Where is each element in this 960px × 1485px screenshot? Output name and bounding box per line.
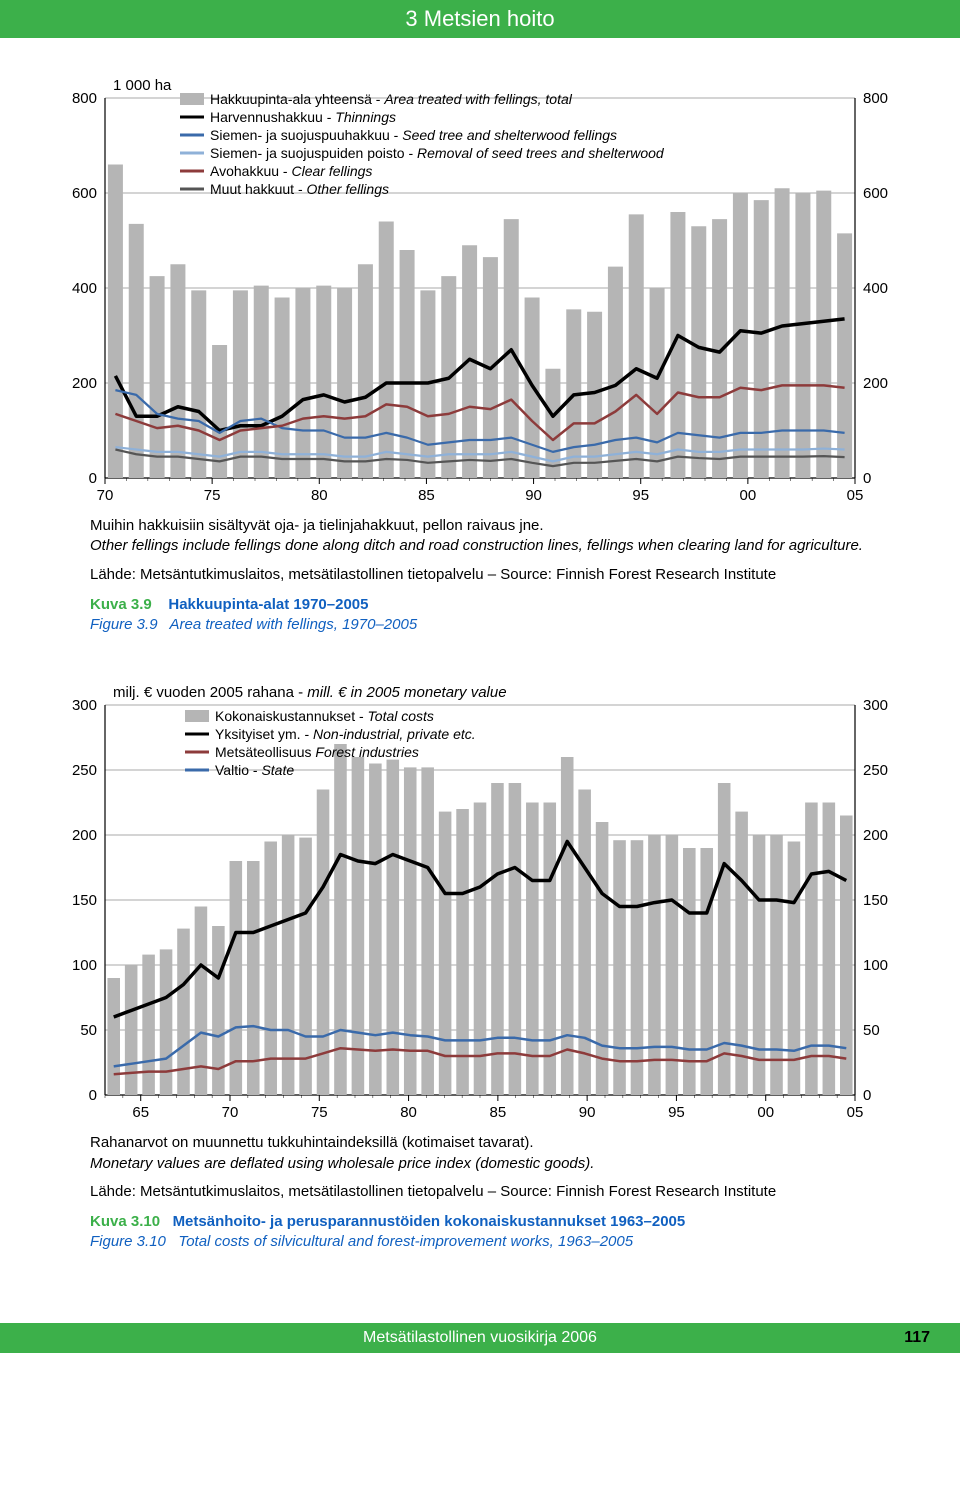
header-title: 3 Metsien hoito xyxy=(405,6,554,31)
svg-text:150: 150 xyxy=(863,892,888,909)
svg-text:Valtio - State: Valtio - State xyxy=(215,762,294,778)
svg-text:50: 50 xyxy=(80,1022,97,1039)
svg-text:600: 600 xyxy=(863,185,888,202)
svg-text:85: 85 xyxy=(418,487,435,504)
svg-text:250: 250 xyxy=(72,762,97,779)
svg-text:75: 75 xyxy=(204,487,221,504)
footer-page-number: 117 xyxy=(904,1329,930,1347)
svg-text:70: 70 xyxy=(97,487,114,504)
chart2-figure: Figure 3.10 xyxy=(90,1233,166,1250)
chart1-note-fi: Muihin hakkuisiin sisältyvät oja- ja tie… xyxy=(90,516,910,536)
page-footer: Metsätilastollinen vuosikirja 2006 117 xyxy=(0,1323,960,1353)
chart-1: 0020020040040060060080080070758085909500… xyxy=(50,68,910,508)
svg-text:milj. € vuoden 2005 rahana - m: milj. € vuoden 2005 rahana - mill. € in … xyxy=(113,684,507,701)
chart2-note-fi: Rahanarvot on muunnettu tukkuhintaindeks… xyxy=(90,1133,910,1153)
svg-text:95: 95 xyxy=(668,1104,685,1121)
svg-text:75: 75 xyxy=(311,1104,328,1121)
footer-text: Metsätilastollinen vuosikirja 2006 xyxy=(363,1329,597,1346)
chart2-en-title: Total costs of silvicultural and forest-… xyxy=(178,1233,633,1250)
svg-text:Siemen- ja suojuspuuhakkuu - S: Siemen- ja suojuspuuhakkuu - Seed tree a… xyxy=(210,127,617,143)
chart1-fi-title: Hakkuupinta-alat 1970–2005 xyxy=(168,596,368,613)
svg-text:0: 0 xyxy=(863,470,871,487)
chart2-source: Lähde: Metsäntutkimuslaitos, metsätilast… xyxy=(90,1182,910,1202)
svg-text:00: 00 xyxy=(740,487,757,504)
svg-text:Hakkuupinta-ala yhteensä - Are: Hakkuupinta-ala yhteensä - Area treated … xyxy=(210,91,573,107)
svg-text:95: 95 xyxy=(632,487,649,504)
svg-text:0: 0 xyxy=(863,1087,871,1104)
svg-text:400: 400 xyxy=(72,280,97,297)
chart-1-svg: 0020020040040060060080080070758085909500… xyxy=(50,68,910,508)
svg-text:Siemen- ja suojuspuiden poisto: Siemen- ja suojuspuiden poisto - Removal… xyxy=(210,145,665,161)
svg-text:80: 80 xyxy=(311,487,328,504)
svg-text:100: 100 xyxy=(863,957,888,974)
svg-text:50: 50 xyxy=(863,1022,880,1039)
page-header: 3 Metsien hoito xyxy=(0,0,960,38)
svg-text:200: 200 xyxy=(863,375,888,392)
svg-text:80: 80 xyxy=(400,1104,417,1121)
svg-text:Harvennushakkuu - Thinnings: Harvennushakkuu - Thinnings xyxy=(210,109,396,125)
caption-2: Rahanarvot on muunnettu tukkuhintaindeks… xyxy=(90,1133,910,1252)
svg-text:05: 05 xyxy=(847,1104,864,1121)
svg-text:400: 400 xyxy=(863,280,888,297)
svg-text:300: 300 xyxy=(72,697,97,714)
chart2-fi-title: Metsänhoito- ja perusparannustöiden koko… xyxy=(173,1213,686,1230)
svg-text:800: 800 xyxy=(72,90,97,107)
chart1-source: Lähde: Metsäntutkimuslaitos, metsätilast… xyxy=(90,565,910,585)
svg-text:0: 0 xyxy=(89,1087,97,1104)
svg-text:70: 70 xyxy=(222,1104,239,1121)
chart1-figure: Figure 3.9 xyxy=(90,616,158,633)
svg-text:0: 0 xyxy=(89,470,97,487)
svg-text:Kokonaiskustannukset - Total c: Kokonaiskustannukset - Total costs xyxy=(215,708,434,724)
svg-text:Metsäteollisuus Forest industr: Metsäteollisuus Forest industries xyxy=(215,744,419,760)
svg-text:Muut hakkuut - Other fellings: Muut hakkuut - Other fellings xyxy=(210,181,389,197)
svg-text:Avohakkuu - Clear fellings: Avohakkuu - Clear fellings xyxy=(210,163,372,179)
svg-text:90: 90 xyxy=(579,1104,596,1121)
svg-text:85: 85 xyxy=(490,1104,507,1121)
chart-2: 0050501001001501502002002502503003006570… xyxy=(50,665,910,1125)
svg-text:Yksityiset ym. - Non-industria: Yksityiset ym. - Non-industrial, private… xyxy=(215,726,476,742)
svg-text:250: 250 xyxy=(863,762,888,779)
chart2-kuva: Kuva 3.10 xyxy=(90,1213,160,1230)
svg-text:90: 90 xyxy=(525,487,542,504)
svg-text:150: 150 xyxy=(72,892,97,909)
svg-text:100: 100 xyxy=(72,957,97,974)
svg-text:00: 00 xyxy=(757,1104,774,1121)
svg-text:65: 65 xyxy=(132,1104,149,1121)
svg-text:800: 800 xyxy=(863,90,888,107)
svg-text:300: 300 xyxy=(863,697,888,714)
chart2-note-en: Monetary values are deflated using whole… xyxy=(90,1154,910,1174)
page-body: 0020020040040060060080080070758085909500… xyxy=(0,38,960,1293)
svg-text:200: 200 xyxy=(72,827,97,844)
chart1-kuva: Kuva 3.9 xyxy=(90,596,152,613)
caption-1: Muihin hakkuisiin sisältyvät oja- ja tie… xyxy=(90,516,910,635)
chart-2-svg: 0050501001001501502002002502503003006570… xyxy=(50,665,910,1125)
svg-text:200: 200 xyxy=(72,375,97,392)
svg-text:05: 05 xyxy=(847,487,864,504)
chart1-en-title: Area treated with fellings, 1970–2005 xyxy=(170,616,418,633)
svg-text:1 000 ha: 1 000 ha xyxy=(113,77,172,94)
svg-text:600: 600 xyxy=(72,185,97,202)
chart1-note-en: Other fellings include fellings done alo… xyxy=(90,536,910,556)
svg-text:200: 200 xyxy=(863,827,888,844)
